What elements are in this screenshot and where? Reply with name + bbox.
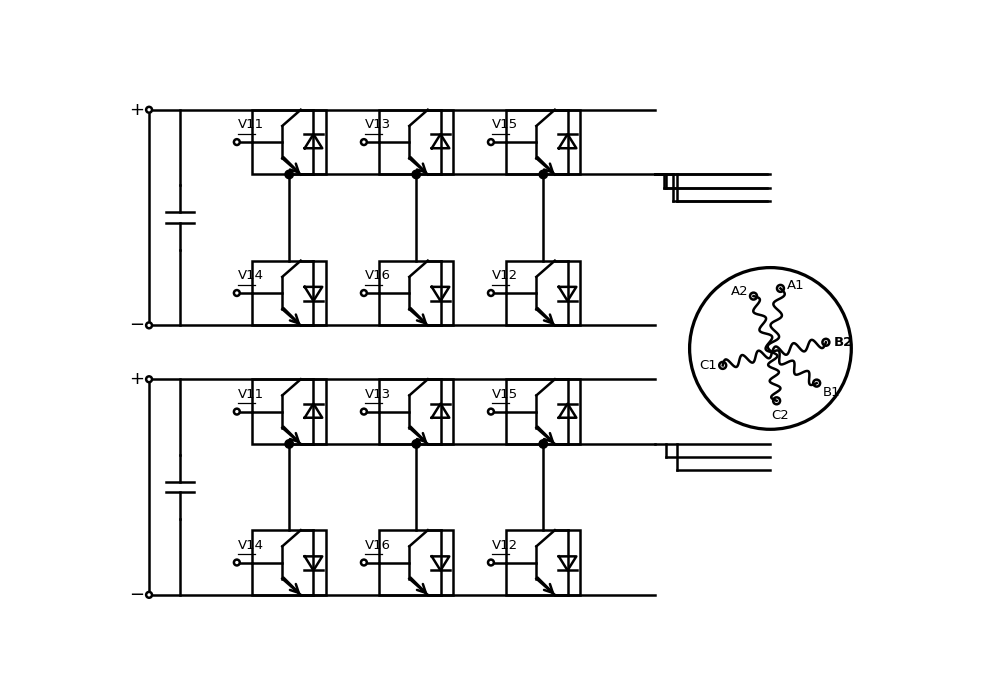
Circle shape [146, 592, 152, 598]
Circle shape [539, 440, 548, 449]
Text: V12: V12 [492, 539, 518, 552]
Text: V13: V13 [365, 118, 391, 131]
Bar [379, 380, 453, 444]
Circle shape [146, 107, 152, 112]
Circle shape [361, 139, 367, 145]
Circle shape [488, 139, 494, 145]
Text: B1: B1 [823, 386, 840, 400]
Text: V12: V12 [492, 269, 518, 282]
Circle shape [285, 170, 293, 179]
Text: V14: V14 [238, 539, 264, 552]
Circle shape [361, 290, 367, 296]
Circle shape [146, 376, 152, 382]
Text: A2: A2 [731, 285, 749, 298]
Bar [506, 110, 580, 175]
Circle shape [488, 290, 494, 296]
Circle shape [822, 339, 829, 346]
Text: C1: C1 [699, 359, 717, 372]
Text: −: − [129, 316, 144, 335]
Text: +: + [129, 371, 144, 388]
Text: V16: V16 [365, 269, 391, 282]
Text: V14: V14 [238, 269, 264, 282]
Circle shape [234, 408, 240, 415]
Text: V11: V11 [238, 118, 264, 131]
Text: V16: V16 [365, 539, 391, 552]
Bar [506, 261, 580, 326]
Text: A1: A1 [787, 279, 804, 292]
Bar [506, 380, 580, 444]
Text: V15: V15 [492, 118, 518, 131]
Circle shape [488, 408, 494, 415]
Circle shape [234, 139, 240, 145]
Text: −: − [129, 586, 144, 604]
Circle shape [813, 380, 820, 386]
Circle shape [361, 560, 367, 565]
Circle shape [719, 362, 726, 369]
Circle shape [361, 408, 367, 415]
Text: B2: B2 [834, 336, 853, 348]
Circle shape [285, 440, 293, 449]
Circle shape [777, 285, 784, 292]
Bar [252, 380, 326, 444]
Circle shape [146, 322, 152, 328]
Text: V11: V11 [238, 388, 264, 401]
Circle shape [234, 560, 240, 565]
Bar [252, 530, 326, 595]
Bar [379, 530, 453, 595]
Text: +: + [129, 101, 144, 119]
Circle shape [750, 293, 757, 299]
Circle shape [488, 560, 494, 565]
Bar [506, 530, 580, 595]
Circle shape [412, 440, 420, 449]
Bar [252, 110, 326, 175]
Bar [379, 261, 453, 326]
Circle shape [690, 268, 851, 429]
Circle shape [234, 290, 240, 296]
Text: V15: V15 [492, 388, 518, 401]
Circle shape [773, 397, 780, 404]
Text: V13: V13 [365, 388, 391, 401]
Circle shape [412, 170, 420, 179]
Bar [379, 110, 453, 175]
Bar [252, 261, 326, 326]
Text: C2: C2 [772, 408, 789, 422]
Circle shape [539, 170, 548, 179]
